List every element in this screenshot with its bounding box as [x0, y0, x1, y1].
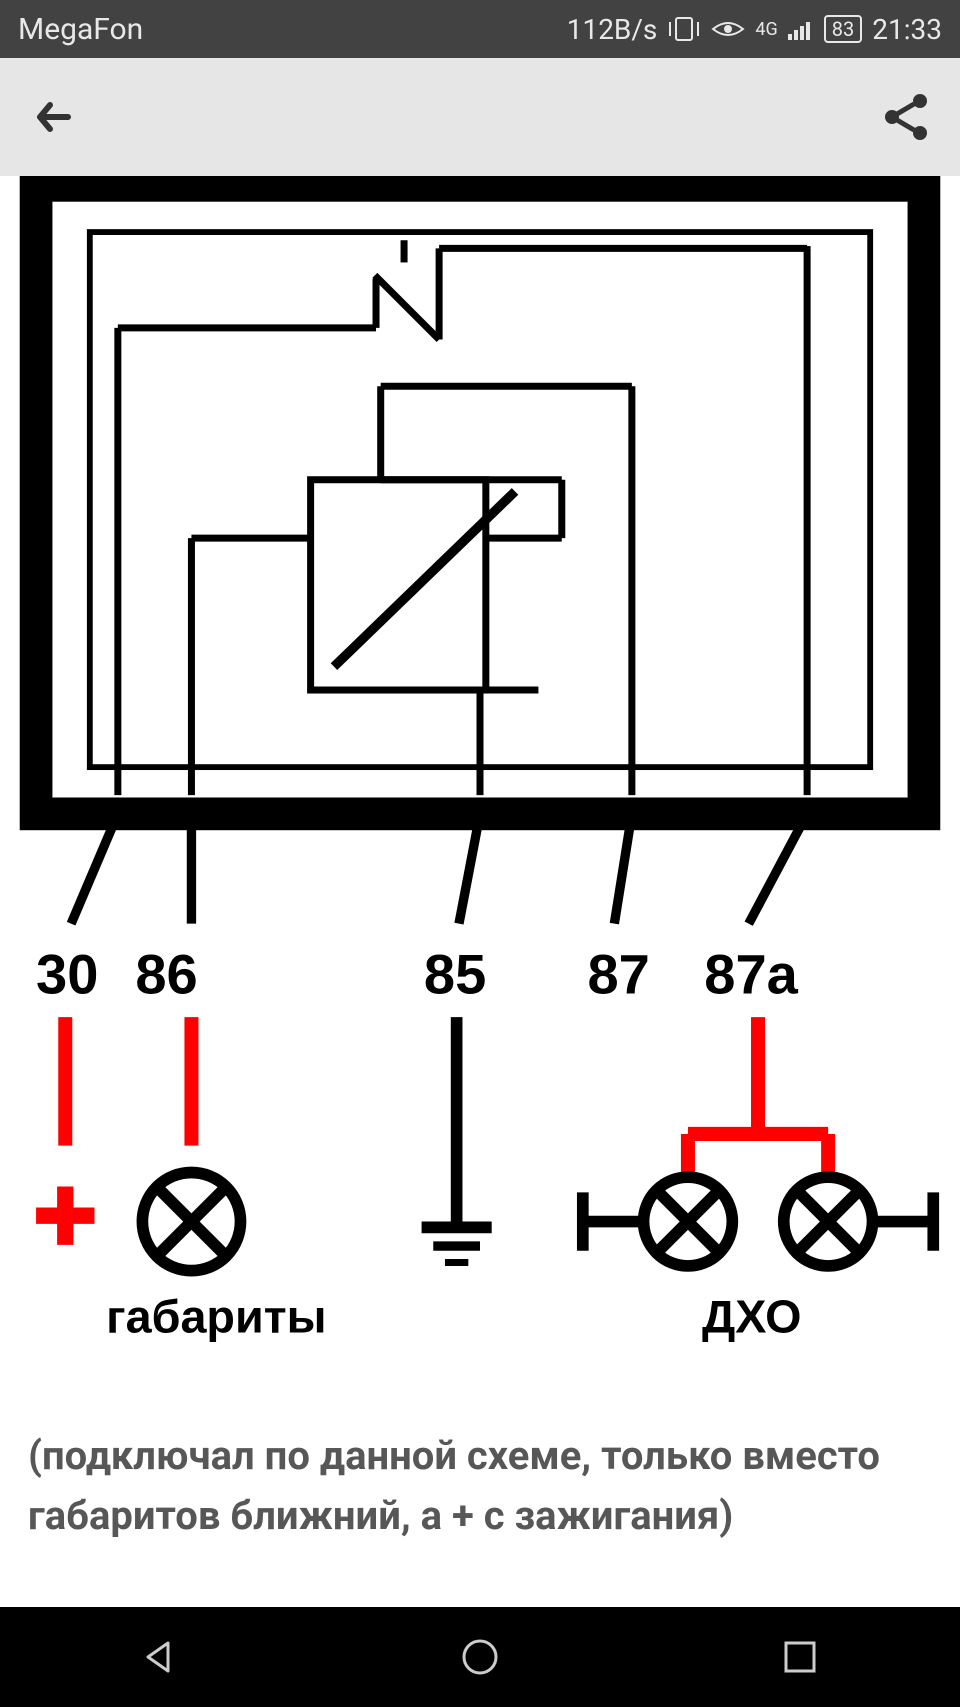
- eye-icon: [711, 17, 745, 41]
- network-4g: 4G: [755, 19, 777, 40]
- terminal-85: 85: [424, 943, 486, 1006]
- content-area: 30 86 85 87 87a габариты: [0, 176, 960, 1607]
- arrow-left-icon: [28, 89, 84, 145]
- carrier-label: MegaFon: [18, 12, 567, 47]
- square-recents-icon: [778, 1635, 822, 1679]
- share-button[interactable]: [880, 91, 932, 143]
- nav-recents-button[interactable]: [778, 1635, 822, 1679]
- terminal-87: 87: [587, 943, 649, 1006]
- signal-icon: [788, 18, 814, 40]
- nav-home-button[interactable]: [458, 1635, 502, 1679]
- app-bar: [0, 58, 960, 176]
- status-bar: MegaFon 112B/s 4G 83 21:33: [0, 0, 960, 58]
- label-gabariti: габариты: [106, 1291, 326, 1343]
- caption-text: (подключал по данной схеме, только вмест…: [28, 1426, 928, 1546]
- net-speed: 112B/s: [567, 13, 658, 46]
- label-dho: ДХО: [702, 1291, 802, 1343]
- battery-indicator: 83: [824, 15, 862, 43]
- terminal-87a: 87a: [704, 943, 798, 1006]
- triangle-back-icon: [138, 1635, 182, 1679]
- nav-back-button[interactable]: [138, 1635, 182, 1679]
- status-icons: 112B/s 4G 83 21:33: [567, 13, 942, 46]
- clock: 21:33: [872, 13, 942, 46]
- vibrate-icon: [667, 14, 701, 44]
- terminal-86: 86: [135, 943, 197, 1006]
- share-icon: [880, 91, 932, 143]
- back-button[interactable]: [28, 89, 84, 145]
- relay-diagram: 30 86 85 87 87a габариты: [0, 176, 960, 1430]
- android-nav-bar: [0, 1607, 960, 1707]
- circle-home-icon: [458, 1635, 502, 1679]
- terminal-30: 30: [36, 943, 98, 1006]
